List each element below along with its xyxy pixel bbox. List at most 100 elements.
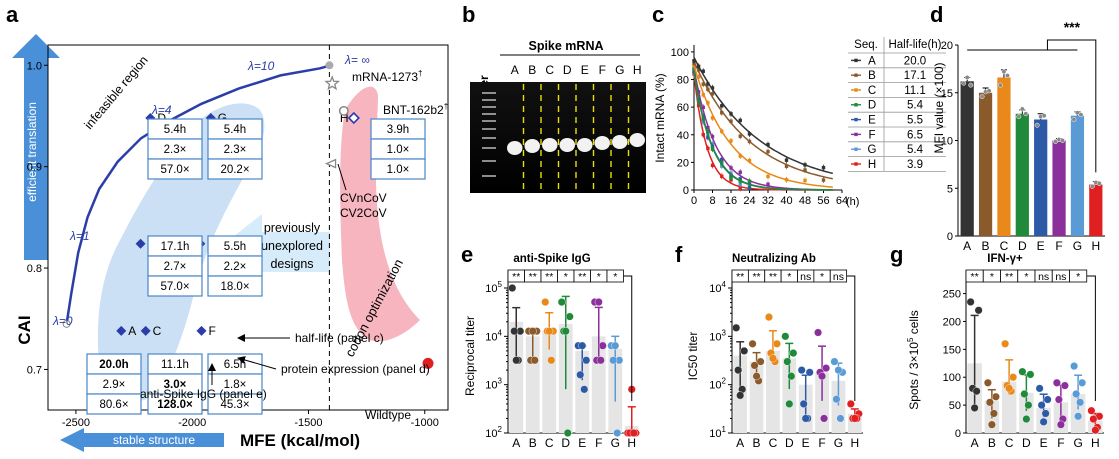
fPlot-point-A bbox=[734, 366, 743, 375]
ePlot-ytick-exp: 4 bbox=[498, 328, 503, 337]
gPlot-xlabel-B: B bbox=[988, 436, 996, 450]
table-header-seq: Seq. bbox=[854, 39, 878, 51]
cai-axis-label: CAI bbox=[15, 315, 34, 344]
gPlot-point-A bbox=[974, 306, 983, 315]
a-xtick-label: -2000 bbox=[178, 417, 206, 429]
gPlot-point-A bbox=[970, 403, 979, 412]
fPlot-point-B bbox=[748, 339, 757, 348]
a-ytick-label: 0.7 bbox=[27, 364, 42, 376]
panel-a-axes: -2500 -2000 -1500 -1000 0.7 0.8 0.9 1.0 bbox=[27, 44, 449, 429]
gPlot-point-C bbox=[1009, 373, 1018, 382]
ePlot-sig-F: * bbox=[597, 271, 601, 283]
fPlot-sig-B: ** bbox=[752, 271, 760, 283]
box-F-value-2: 45.3× bbox=[220, 399, 249, 411]
g-ylabel-sup: 5 bbox=[906, 337, 915, 342]
wildtype-marker bbox=[422, 357, 434, 369]
gPlot-point-D bbox=[1026, 370, 1035, 379]
fPlot-xlabel-C: C bbox=[769, 436, 778, 450]
c-ytick-label: 60 bbox=[677, 102, 689, 114]
d-ylabel: MFI value (×100) bbox=[932, 62, 946, 153]
d-ytick-label: 20 bbox=[941, 40, 953, 52]
ePlot-ytick-base: 10 bbox=[485, 428, 497, 440]
ePlot-point-G bbox=[609, 356, 618, 365]
ePlot-xlabel-H: H bbox=[627, 436, 636, 450]
infeasible-region-label: infeasible region bbox=[82, 53, 151, 132]
d-bar-E bbox=[1034, 119, 1048, 236]
lambda-inf-label: λ= ∞ bbox=[344, 53, 370, 67]
ePlot-sig-D: * bbox=[564, 271, 568, 283]
box-E-value-2: 18.0× bbox=[220, 281, 249, 293]
design-B-diamond bbox=[135, 238, 146, 249]
half-life-annotation: half-life (panel c) bbox=[295, 331, 384, 345]
ePlot-ytick-exp: 2 bbox=[498, 425, 503, 434]
gPlot-ytick-label: 200 bbox=[943, 316, 961, 328]
gPlot-point-D bbox=[1020, 389, 1029, 398]
ePlot-sig-B: ** bbox=[529, 271, 537, 283]
fPlot-point-G bbox=[836, 414, 845, 423]
d-xlabel-D: D bbox=[1018, 239, 1027, 253]
box-B-value-2: 57.0× bbox=[160, 281, 189, 293]
d-xlabel-G: G bbox=[1073, 239, 1082, 253]
d-point-G bbox=[1071, 117, 1077, 122]
d-point-C bbox=[997, 82, 1003, 88]
gPlot-xlabel-E: E bbox=[1040, 436, 1048, 450]
gPlot-point-H bbox=[1089, 415, 1098, 424]
box-F-value-0: 6.5h bbox=[224, 359, 246, 371]
box-C-cell-2 bbox=[147, 393, 203, 415]
fPlot-ytick-label: 102 bbox=[709, 377, 726, 392]
fPlot-point-F bbox=[818, 372, 827, 381]
fPlot-ytick-label: 103 bbox=[709, 328, 726, 343]
box-G-cell-2 bbox=[207, 158, 263, 180]
d-point-A bbox=[961, 80, 967, 86]
box-E-cell-2 bbox=[207, 275, 263, 297]
gPlot-point-F bbox=[1056, 420, 1065, 429]
ePlot-point-F bbox=[594, 298, 603, 307]
marker-band bbox=[482, 160, 496, 162]
gel-lane-G: G bbox=[615, 63, 624, 77]
gPlot-sig-C: ** bbox=[1005, 271, 1013, 283]
ePlot-point-G bbox=[611, 341, 620, 350]
legend-id-A: A bbox=[868, 55, 876, 67]
c-ytick-label: 100 bbox=[671, 47, 689, 59]
ePlot-point-A bbox=[510, 327, 519, 336]
marker-band bbox=[482, 147, 496, 149]
legend-id-B: B bbox=[868, 70, 876, 82]
fPlot-xlabel-H: H bbox=[850, 436, 859, 450]
box-G-value-0: 5.4h bbox=[224, 124, 246, 136]
dagger-2: † bbox=[444, 102, 448, 111]
c-ytick-label: 20 bbox=[677, 157, 689, 169]
ePlot-point-F bbox=[596, 356, 605, 365]
fPlot-sig-D: * bbox=[787, 271, 791, 283]
ePlot-point-E bbox=[578, 341, 587, 350]
e-ylabel: Reciprocal titer bbox=[463, 316, 477, 396]
box-F-value-1: 1.8× bbox=[224, 379, 247, 391]
fPlot-ytick-exp: 3 bbox=[722, 328, 727, 337]
gPlot-point-G bbox=[1074, 412, 1083, 421]
panel-label-d: d bbox=[930, 2, 943, 27]
legend-id-D: D bbox=[868, 100, 876, 112]
d-point-C bbox=[1004, 73, 1010, 79]
gPlot-xlabel-C: C bbox=[1005, 436, 1014, 450]
fPlot-sig-A: ** bbox=[736, 271, 744, 283]
gPlot-ytick-label: 250 bbox=[943, 289, 961, 301]
d-point-C bbox=[1001, 69, 1007, 75]
fPlot-point-B bbox=[756, 357, 765, 366]
half-life-F: 6.5 bbox=[907, 129, 923, 141]
fPlot-ytick-exp: 1 bbox=[722, 425, 727, 434]
fPlot-ytick-base: 10 bbox=[709, 428, 721, 440]
fPlot-point-H bbox=[846, 399, 855, 408]
gPlot-ytick-label: 0 bbox=[955, 428, 961, 440]
gel-band-D bbox=[559, 138, 575, 152]
ePlot-xlabel-G: G bbox=[611, 436, 620, 450]
ifn-dot-bar-chart: 0 50 100 150 200 250 A ** B * C ** D * Ens Fns G * H bbox=[943, 269, 1104, 450]
d-point-G bbox=[1078, 112, 1084, 118]
fPlot-point-G bbox=[832, 395, 841, 404]
box-D-value-1: 2.3× bbox=[164, 144, 187, 156]
ePlot-point-A bbox=[508, 284, 517, 293]
box-H-value-1: 1.0× bbox=[387, 144, 410, 156]
ePlot-ytick-exp: 3 bbox=[498, 377, 503, 386]
f-ylabel: IC50 titer bbox=[686, 332, 700, 381]
